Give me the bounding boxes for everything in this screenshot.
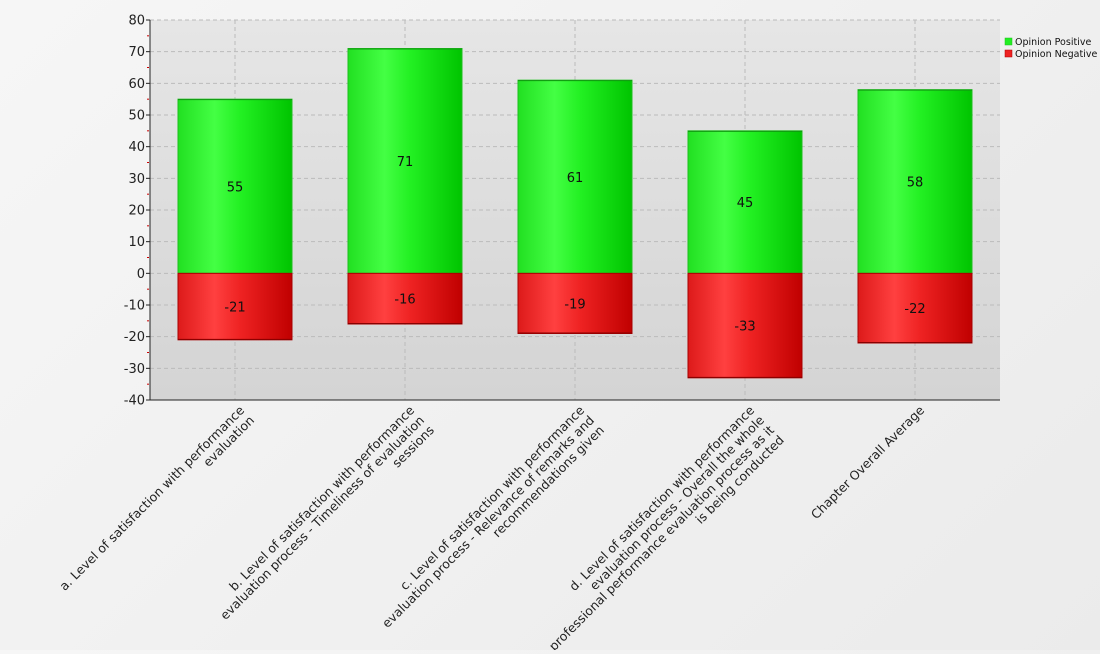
y-tick-label: 10 bbox=[128, 235, 145, 250]
x-category-label-line: a. Level of satisfaction with performanc… bbox=[56, 402, 247, 593]
data-label-negative: -21 bbox=[224, 301, 245, 316]
data-label-negative: -22 bbox=[904, 302, 925, 317]
y-tick-label: 0 bbox=[137, 267, 145, 282]
axes: -40 -30 -20 -10 0 10 20 30 40 50 60 70 80 bbox=[124, 14, 1000, 409]
bar-negative bbox=[687, 272, 803, 379]
y-tick-label: -10 bbox=[124, 299, 145, 314]
y-tick-label: 80 bbox=[128, 14, 145, 29]
x-category-label-line: evaluation process - Timeliness of evalu… bbox=[217, 412, 427, 622]
legend-swatch-positive bbox=[1004, 37, 1013, 46]
data-label-negative: -33 bbox=[734, 320, 755, 335]
x-category-label-line: b. Level of satisfaction with performanc… bbox=[226, 402, 417, 593]
y-tick-label: -40 bbox=[124, 394, 145, 409]
x-category-label-line: evaluation process - Overall the whole bbox=[587, 412, 768, 593]
data-label-positive: 45 bbox=[737, 196, 754, 211]
bars bbox=[177, 48, 973, 379]
data-label-negative: -19 bbox=[564, 297, 585, 312]
data-label-positive: 61 bbox=[567, 171, 584, 186]
legend-label-positive: Opinion Positive bbox=[1015, 37, 1091, 48]
bar-negative bbox=[347, 272, 463, 325]
y-tick-label: 70 bbox=[128, 45, 145, 60]
legend-label-negative: Opinion Negative bbox=[1015, 49, 1097, 60]
bar-positive bbox=[857, 89, 973, 274]
bar-positive bbox=[687, 130, 803, 274]
data-label-positive: 71 bbox=[397, 155, 414, 170]
data-label-positive: 58 bbox=[907, 176, 924, 191]
bar-negative bbox=[517, 272, 633, 335]
y-tick-label: -30 bbox=[124, 362, 145, 377]
bar-positive bbox=[177, 98, 293, 274]
y-tick-label: 30 bbox=[128, 172, 145, 187]
y-tick-label: 50 bbox=[128, 109, 145, 124]
bar-positive bbox=[347, 48, 463, 274]
legend-swatch-negative bbox=[1004, 49, 1013, 58]
x-category-label: Chapter Overall Average bbox=[808, 402, 928, 522]
x-category-label-line: Chapter Overall Average bbox=[808, 402, 928, 522]
x-category-label: a. Level of satisfaction with performanc… bbox=[56, 402, 257, 593]
y-tick-label: -20 bbox=[124, 330, 145, 345]
y-tick-label: 60 bbox=[128, 77, 145, 92]
y-tick-label: 20 bbox=[128, 204, 145, 219]
data-label-negative: -16 bbox=[394, 293, 415, 308]
y-tick-label: 40 bbox=[128, 140, 145, 155]
data-label-positive: 55 bbox=[227, 180, 244, 195]
